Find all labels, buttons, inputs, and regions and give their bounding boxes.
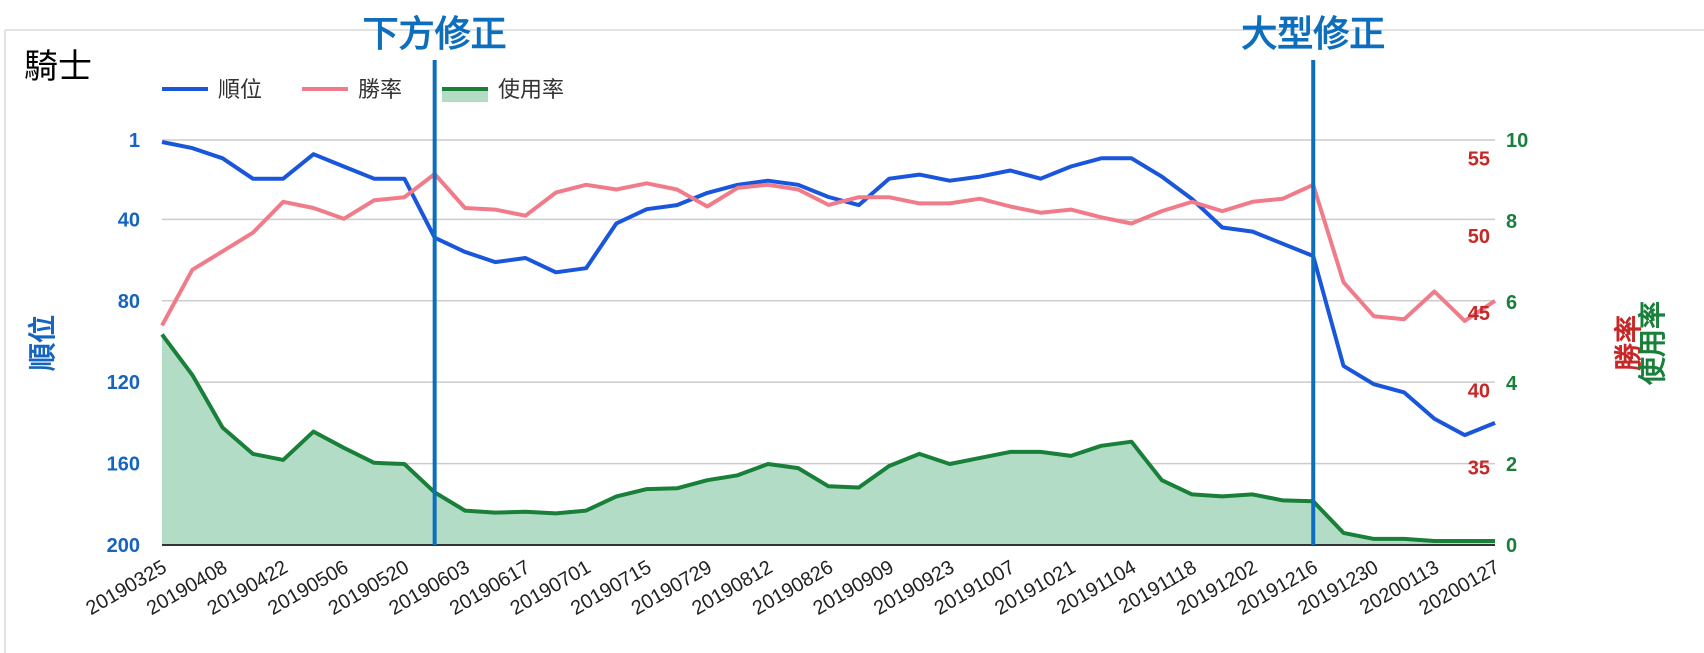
series-lines: [160, 140, 1497, 543]
usage-tick-3: 4: [1506, 373, 1518, 395]
legend-label-0: 順位: [218, 77, 262, 102]
usage-tick-2: 6: [1506, 292, 1517, 314]
legend-swatch-fill-2: [442, 88, 488, 102]
win-rate-tick-0: 55: [1468, 149, 1490, 171]
usage-axis-ticks: 10 8 6 4 2 0: [1506, 130, 1528, 557]
left-tick-0: 1: [129, 130, 140, 152]
annotations: 下方修正 大型修正: [363, 13, 1385, 545]
annotation-label-0: 下方修正: [363, 13, 507, 54]
annotation-label-1: 大型修正: [1241, 13, 1385, 54]
gridlines: [162, 139, 1495, 465]
left-tick-5: 200: [107, 535, 140, 557]
rank-line: [161, 140, 1496, 438]
left-tick-4: 160: [107, 454, 140, 476]
usage-axis-label: 使用率: [1636, 301, 1668, 386]
win-rate-tick-4: 35: [1468, 458, 1490, 480]
usage-tick-5: 0: [1506, 535, 1517, 557]
win-rate-axis-label: 勝率: [1612, 315, 1644, 371]
x-axis-ticks: 2019032520190408201904222019050620190520…: [82, 556, 1503, 620]
chart-title: 騎士: [24, 48, 92, 86]
usage-tick-1: 8: [1506, 211, 1517, 233]
usage-rate-area: [162, 334, 1495, 545]
left-tick-1: 40: [118, 209, 140, 231]
left-axis-label: 順位: [26, 315, 58, 371]
legend: 順位 勝率 使用率: [162, 77, 564, 102]
win-rate-tick-2: 45: [1468, 303, 1490, 325]
win-rate-tick-3: 40: [1468, 380, 1490, 402]
legend-label-2: 使用率: [498, 77, 564, 102]
left-tick-2: 80: [118, 291, 140, 313]
win-rate-axis-ticks: 55 50 45 40 35: [1468, 149, 1490, 480]
left-tick-3: 120: [107, 372, 140, 394]
left-axis-ticks: 1 40 80 120 160 200: [107, 130, 140, 557]
usage-tick-4: 2: [1506, 454, 1517, 476]
legend-label-1: 勝率: [358, 77, 402, 102]
win-rate-tick-1: 50: [1468, 226, 1490, 248]
usage-tick-0: 10: [1506, 130, 1528, 152]
